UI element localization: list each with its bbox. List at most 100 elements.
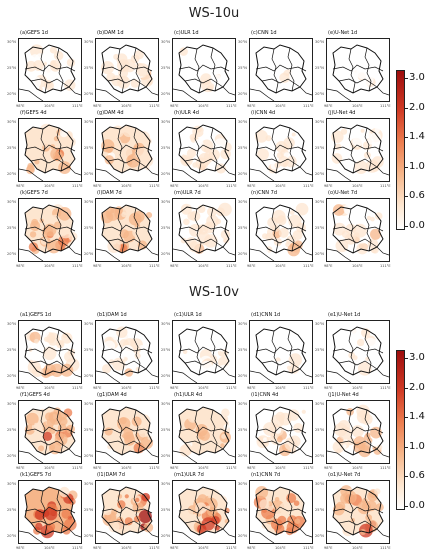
value-blotch xyxy=(353,235,361,243)
value-blotch xyxy=(50,363,64,377)
lon-tick-label: 111°E xyxy=(72,466,83,470)
province-boundary xyxy=(250,248,275,261)
province-boundary xyxy=(145,246,158,256)
colorbar-tick-label: 0.6 xyxy=(409,470,425,482)
province-boundary xyxy=(338,238,378,248)
value-blotch xyxy=(179,135,187,143)
value-blotch xyxy=(110,208,115,214)
province-boundary xyxy=(184,360,224,370)
value-blotch xyxy=(363,337,378,352)
province-boundary xyxy=(19,530,44,543)
province-boundary xyxy=(101,64,153,72)
map-svg xyxy=(96,326,158,383)
map-svg xyxy=(173,406,235,463)
value-blotch xyxy=(198,66,207,75)
lat-tick-label: 25°N xyxy=(315,146,324,150)
map-svg xyxy=(327,44,389,101)
lon-tick-label: 104°E xyxy=(44,466,55,470)
value-blotch xyxy=(135,147,148,160)
map-svg xyxy=(96,486,158,543)
panel-label: (n1)CNN 7d xyxy=(251,472,281,478)
province-boundary xyxy=(117,208,125,254)
province-boundary xyxy=(40,330,48,376)
lon-tick-label: 98°E xyxy=(93,386,102,390)
lon-tick-label: 98°E xyxy=(324,466,333,470)
lat-tick-label: 30°N xyxy=(315,200,324,204)
province-boundary xyxy=(250,370,275,383)
colorbar-tick-mark xyxy=(405,387,408,389)
lon-tick-label: 104°E xyxy=(44,546,55,550)
lat-tick-label: 20°N xyxy=(161,172,170,176)
panel-label: (g1)DAM 4d xyxy=(97,392,127,398)
value-blotch xyxy=(46,418,55,427)
colorbar-tick-label: 2.0 xyxy=(409,381,425,393)
lat-tick-label: 20°N xyxy=(7,454,16,458)
value-blotch xyxy=(296,160,311,175)
province-boundary xyxy=(376,166,389,176)
value-blotch xyxy=(280,330,293,343)
map-svg xyxy=(173,44,235,101)
lon-tick-label: 111°E xyxy=(226,264,237,268)
province-boundary xyxy=(327,370,352,383)
lon-tick-label: 98°E xyxy=(170,466,179,470)
map-panel xyxy=(172,38,236,102)
value-blotch xyxy=(143,522,154,533)
map-panel xyxy=(326,400,390,464)
lat-tick-label: 25°N xyxy=(161,348,170,352)
value-blotch xyxy=(278,227,289,238)
lon-tick-label: 98°E xyxy=(93,184,102,188)
lon-tick-label: 98°E xyxy=(16,466,25,470)
province-boundary xyxy=(96,88,121,101)
lat-tick-label: 20°N xyxy=(161,454,170,458)
value-blotch xyxy=(31,218,39,226)
value-blotch xyxy=(38,139,44,145)
province-boundary xyxy=(117,490,125,536)
value-blotch xyxy=(258,72,267,80)
value-blotch xyxy=(135,63,150,77)
lon-tick-label: 104°E xyxy=(198,466,209,470)
lat-tick-label: 25°N xyxy=(7,508,16,512)
map-svg xyxy=(173,202,235,261)
lat-tick-label: 30°N xyxy=(7,120,16,124)
value-blotch xyxy=(34,338,39,344)
lat-tick-label: 20°N xyxy=(315,252,324,256)
lat-tick-label: 30°N xyxy=(238,40,247,44)
province-boundary xyxy=(332,346,384,354)
province-boundary xyxy=(194,490,202,536)
province-boundary xyxy=(376,368,389,378)
value-blotch xyxy=(255,486,269,499)
lat-tick-label: 30°N xyxy=(84,200,93,204)
lat-tick-label: 30°N xyxy=(238,322,247,326)
map-svg xyxy=(19,123,81,181)
value-blotch xyxy=(33,60,44,71)
value-blotch xyxy=(357,361,372,376)
value-blotch xyxy=(46,332,60,346)
lon-tick-label: 111°E xyxy=(226,546,237,550)
lat-tick-label: 30°N xyxy=(84,402,93,406)
value-blotch xyxy=(344,80,357,92)
value-blotch xyxy=(274,523,285,534)
map-svg xyxy=(96,124,158,181)
province-boundary xyxy=(19,248,44,261)
province-boundary xyxy=(255,406,307,456)
value-blotch xyxy=(285,343,291,348)
value-blotch xyxy=(360,128,365,133)
lat-tick-label: 25°N xyxy=(84,226,93,230)
lat-tick-label: 30°N xyxy=(238,120,247,124)
lat-tick-label: 20°N xyxy=(238,172,247,176)
province-boundary xyxy=(376,246,389,256)
value-blotch xyxy=(274,497,280,502)
lon-tick-label: 104°E xyxy=(275,104,286,108)
province-boundary xyxy=(101,144,153,152)
province-boundary xyxy=(338,520,378,530)
lon-tick-label: 98°E xyxy=(16,184,25,188)
province-boundary xyxy=(101,346,153,354)
province-boundary xyxy=(271,410,279,456)
province-boundary xyxy=(222,528,235,538)
province-boundary xyxy=(68,166,81,176)
value-blotch xyxy=(186,148,197,158)
lat-tick-label: 20°N xyxy=(7,252,16,256)
lon-tick-label: 104°E xyxy=(121,104,132,108)
province-boundary xyxy=(178,204,230,254)
province-boundary xyxy=(255,224,307,232)
